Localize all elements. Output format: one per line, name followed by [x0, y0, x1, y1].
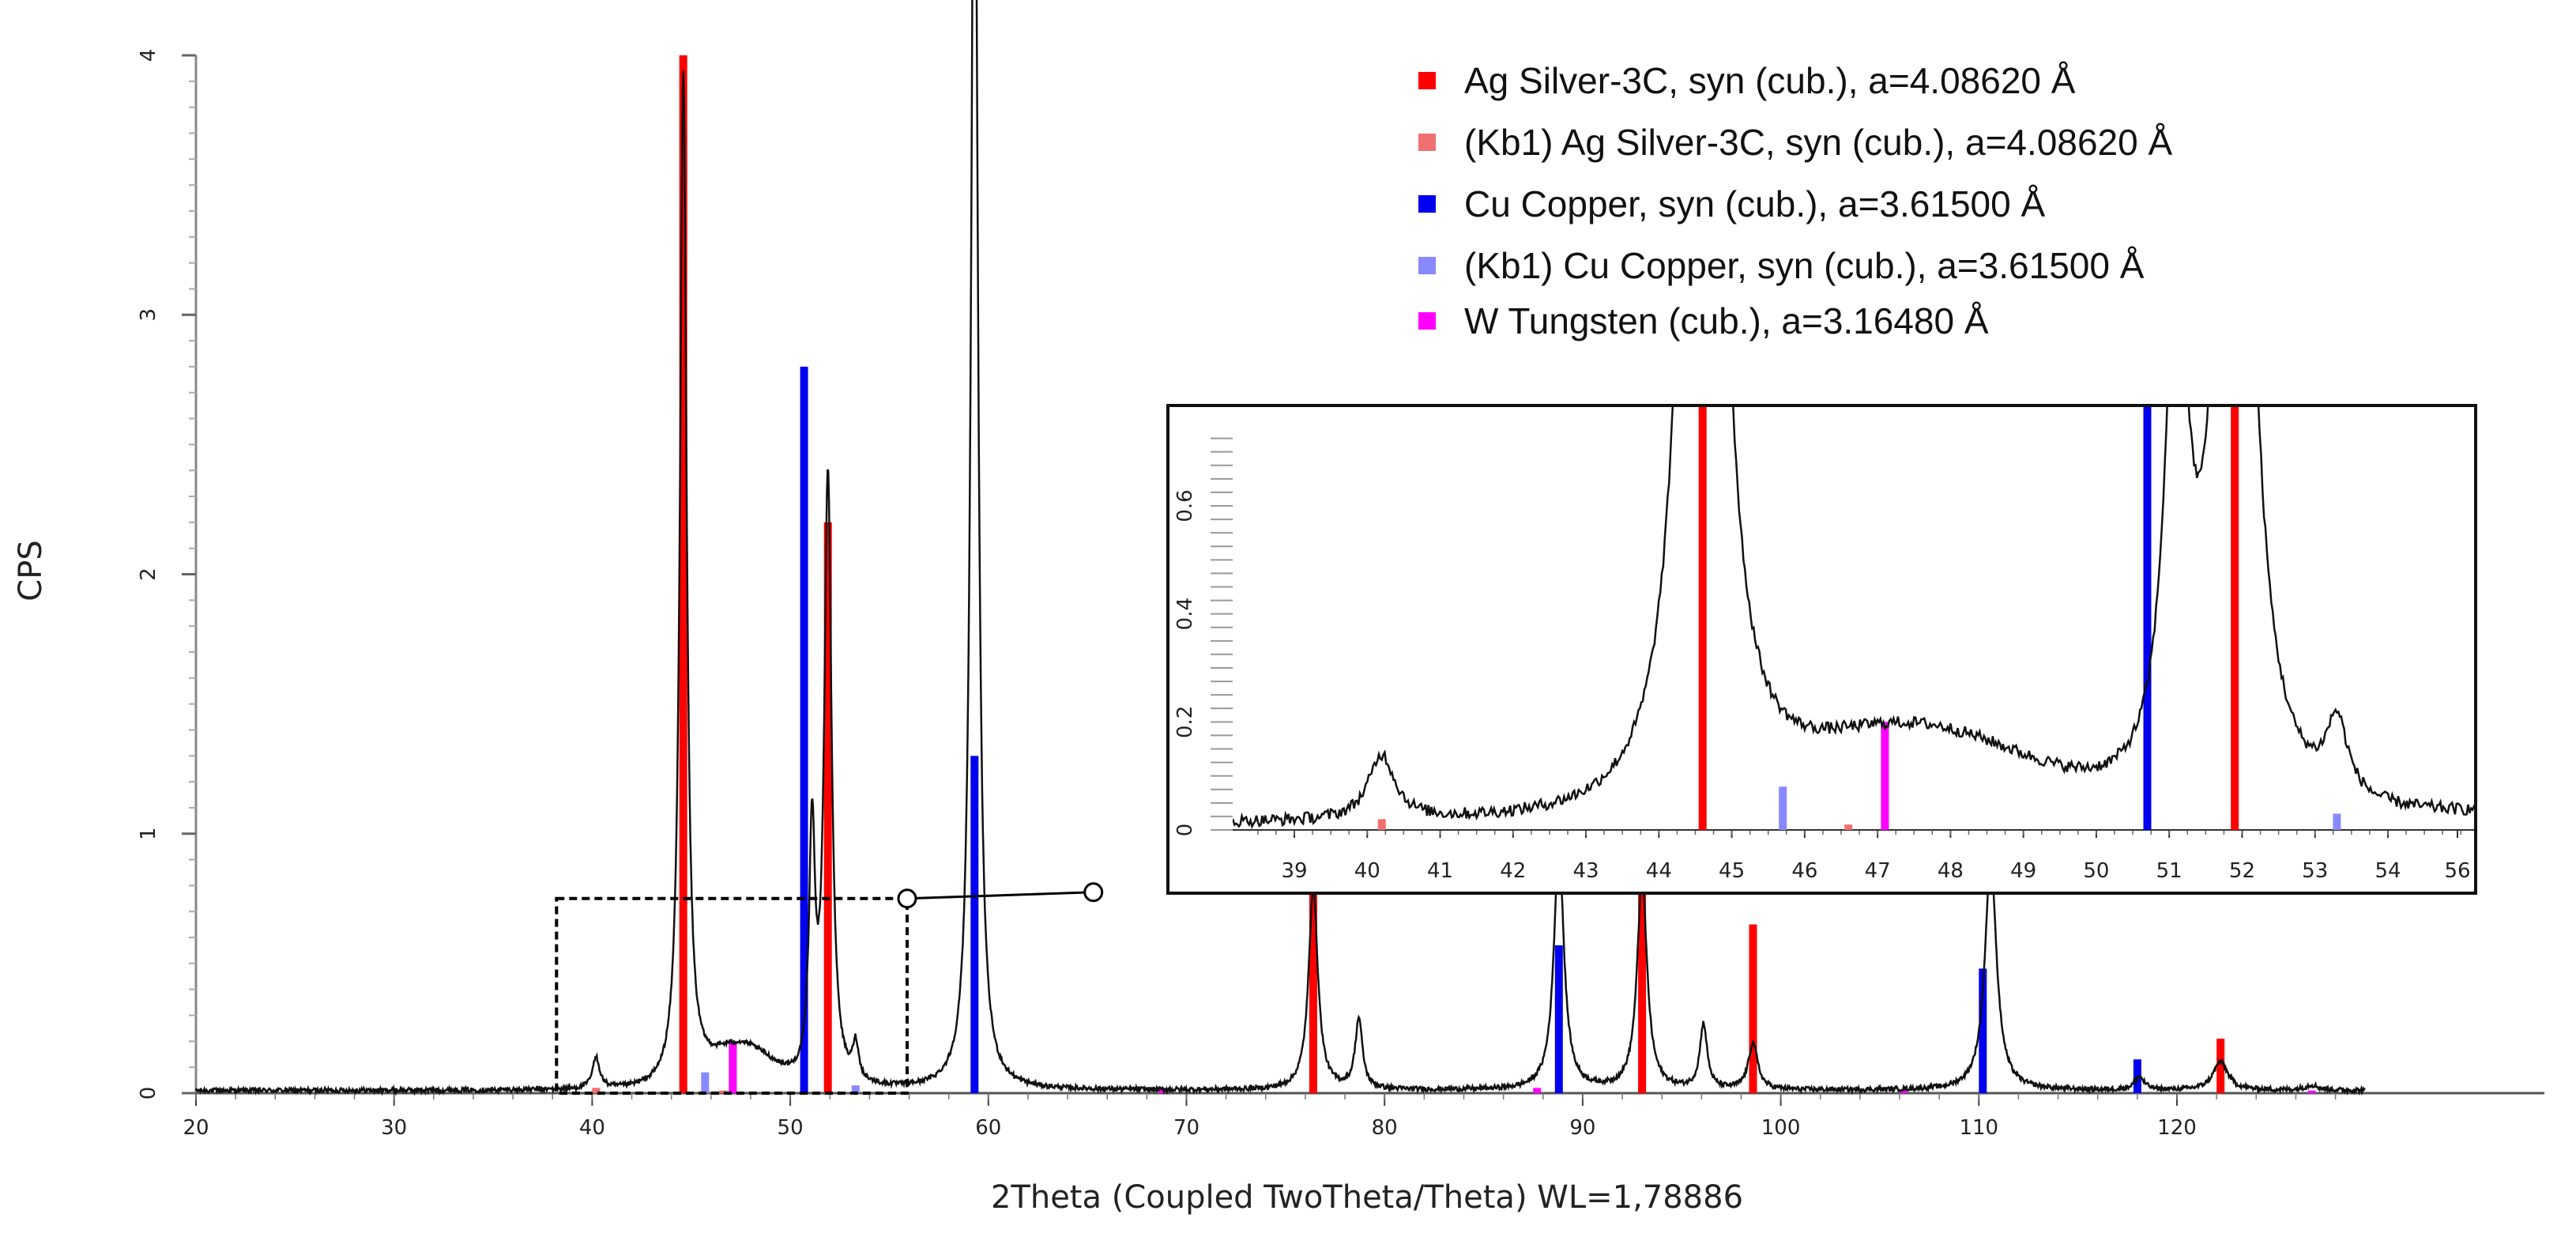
x-ticks: 20 30 40 50 60 70 80 90 100 110 120	[183, 1093, 2337, 1140]
inset-reference-stick	[1844, 824, 1853, 830]
reference-stick	[1638, 880, 1647, 1093]
x-tick-label: 90	[1569, 1116, 1595, 1140]
reference-stick	[2216, 1039, 2225, 1093]
reference-stick	[718, 1090, 727, 1093]
reference-stick	[1309, 891, 1317, 1093]
legend-item: W Tungsten (cub.), a=3.16480 Å	[1418, 300, 1989, 341]
legend-label: Cu Copper, syn (cub.), a=3.61500 Å	[1464, 183, 2045, 224]
inset-frame	[1166, 404, 2477, 895]
y-tick-label: 2	[137, 568, 160, 581]
legend-swatch	[1418, 257, 1436, 274]
x-tick-label: 20	[183, 1116, 209, 1140]
y-tick-label: 4	[137, 49, 160, 62]
inset-y-tick-label: 0	[1173, 824, 1197, 837]
y-ticks: 0 1 2 3 4	[137, 49, 196, 1100]
inset-x-tick-label: 46	[1791, 859, 1817, 883]
reference-stick	[2307, 1090, 2316, 1093]
y-axis-title: CPS	[13, 540, 49, 601]
inset-x-tick-label: 50	[2083, 859, 2109, 883]
legend-item: Cu Copper, syn (cub.), a=3.61500 Å	[1418, 183, 2045, 224]
reference-stick	[592, 1088, 601, 1093]
x-tick-label: 40	[579, 1116, 605, 1140]
inset-y-tick-label: 0.4	[1173, 598, 1197, 630]
inset-y-tick-label: 0.2	[1173, 706, 1197, 738]
reference-stick	[1900, 1090, 1908, 1093]
x-axis-title: 2Theta (Coupled TwoTheta/Theta) WL=1,788…	[991, 1179, 1743, 1216]
inset-x-tick-label: 49	[2010, 859, 2036, 883]
inset-pattern-line	[1233, 407, 2474, 830]
inset-x-tick-label: 40	[1354, 859, 1380, 883]
inset-x-tick-label: 43	[1573, 859, 1599, 883]
inset-x-tick-label: 47	[1865, 859, 1891, 883]
legend-label: Ag Silver-3C, syn (cub.), a=4.08620 Å	[1464, 60, 2076, 101]
inset-reference-stick	[1779, 786, 1787, 830]
legend-swatch	[1418, 195, 1436, 213]
inset-y-ticks: 0 0.2 0.4 0.6	[1173, 437, 1233, 837]
inset-reference-stick	[2231, 407, 2239, 830]
reference-stick	[970, 756, 979, 1093]
x-tick-label: 80	[1372, 1116, 1398, 1140]
inset-x-tick-label: 52	[2229, 859, 2255, 883]
zoom-anchor-point	[1083, 882, 1104, 903]
legend-label: (Kb1) Ag Silver-3C, syn (cub.), a=4.0862…	[1464, 122, 2172, 163]
legend-swatch	[1418, 72, 1436, 89]
x-tick-label: 100	[1761, 1116, 1801, 1140]
legend-item: Ag Silver-3C, syn (cub.), a=4.08620 Å	[1418, 60, 2076, 101]
zoom-connector	[555, 882, 1104, 1096]
reference-stick	[1979, 968, 1987, 1093]
legend-item: (Kb1) Ag Silver-3C, syn (cub.), a=4.0862…	[1418, 122, 2172, 163]
legend-label: (Kb1) Cu Copper, syn (cub.), a=3.61500 Å	[1464, 245, 2145, 286]
legend-swatch	[1418, 134, 1436, 151]
reference-stick	[851, 1085, 860, 1093]
legend: Ag Silver-3C, syn (cub.), a=4.08620 Å (K…	[1418, 60, 2172, 341]
inset-plot: 0 0.2 0.4 0.6 39 40 41 42 43 44 45 46 47 48 49 50 51 52 5…	[1166, 404, 2477, 895]
inset-x-tick-label: 39	[1281, 859, 1307, 883]
x-tick-label: 50	[778, 1116, 804, 1140]
reference-stick	[1554, 945, 1563, 1093]
inset-reference-stick	[1881, 722, 1889, 830]
inset-x-tick-label: 44	[1646, 859, 1672, 883]
inset-reference-stick	[2143, 407, 2152, 830]
inset-x-tick-label: 45	[1719, 859, 1745, 883]
x-tick-label: 30	[381, 1116, 407, 1140]
inset-x-ticks: 39 40 41 42 43 44 45 46 47 48 49 50 51 52 53 54 56	[1257, 830, 2471, 883]
zoom-region-box	[555, 896, 909, 1096]
inset-reference-stick	[1377, 819, 1386, 830]
inset-reference-stick	[1698, 407, 1707, 830]
inset-reference-sticks	[1377, 407, 2341, 830]
inset-x-tick-label: 54	[2375, 859, 2401, 883]
inset-x-tick-label: 51	[2156, 859, 2182, 883]
inset-y-tick-label: 0.6	[1173, 489, 1197, 522]
zoom-anchor-point	[897, 888, 917, 909]
y-tick-label: 1	[137, 827, 160, 840]
zoom-leader-line	[906, 891, 1094, 900]
reference-stick	[701, 1072, 710, 1093]
legend-item: (Kb1) Cu Copper, syn (cub.), a=3.61500 Å	[1418, 245, 2145, 286]
reference-stick	[823, 522, 832, 1093]
reference-stick	[1533, 1088, 1542, 1093]
reference-stick	[800, 366, 808, 1093]
inset-x-tick-label: 48	[1938, 859, 1964, 883]
inset-x-tick-label: 41	[1427, 859, 1453, 883]
inset-x-tick-label: 53	[2302, 859, 2328, 883]
inset-x-tick-label: 42	[1500, 859, 1526, 883]
legend-swatch	[1418, 312, 1436, 330]
reference-stick	[1749, 924, 1757, 1093]
reference-stick	[679, 55, 687, 1093]
inset-reference-stick	[2333, 813, 2341, 830]
x-tick-label: 70	[1173, 1116, 1199, 1140]
inset-x-tick-label: 56	[2444, 859, 2470, 883]
y-tick-label: 0	[137, 1087, 160, 1100]
y-tick-label: 3	[137, 308, 160, 322]
legend-label: W Tungsten (cub.), a=3.16480 Å	[1464, 300, 1989, 341]
x-tick-label: 110	[1959, 1116, 1998, 1140]
x-tick-label: 120	[2157, 1116, 2197, 1140]
reference-stick	[729, 1041, 737, 1093]
x-tick-label: 60	[975, 1116, 1001, 1140]
